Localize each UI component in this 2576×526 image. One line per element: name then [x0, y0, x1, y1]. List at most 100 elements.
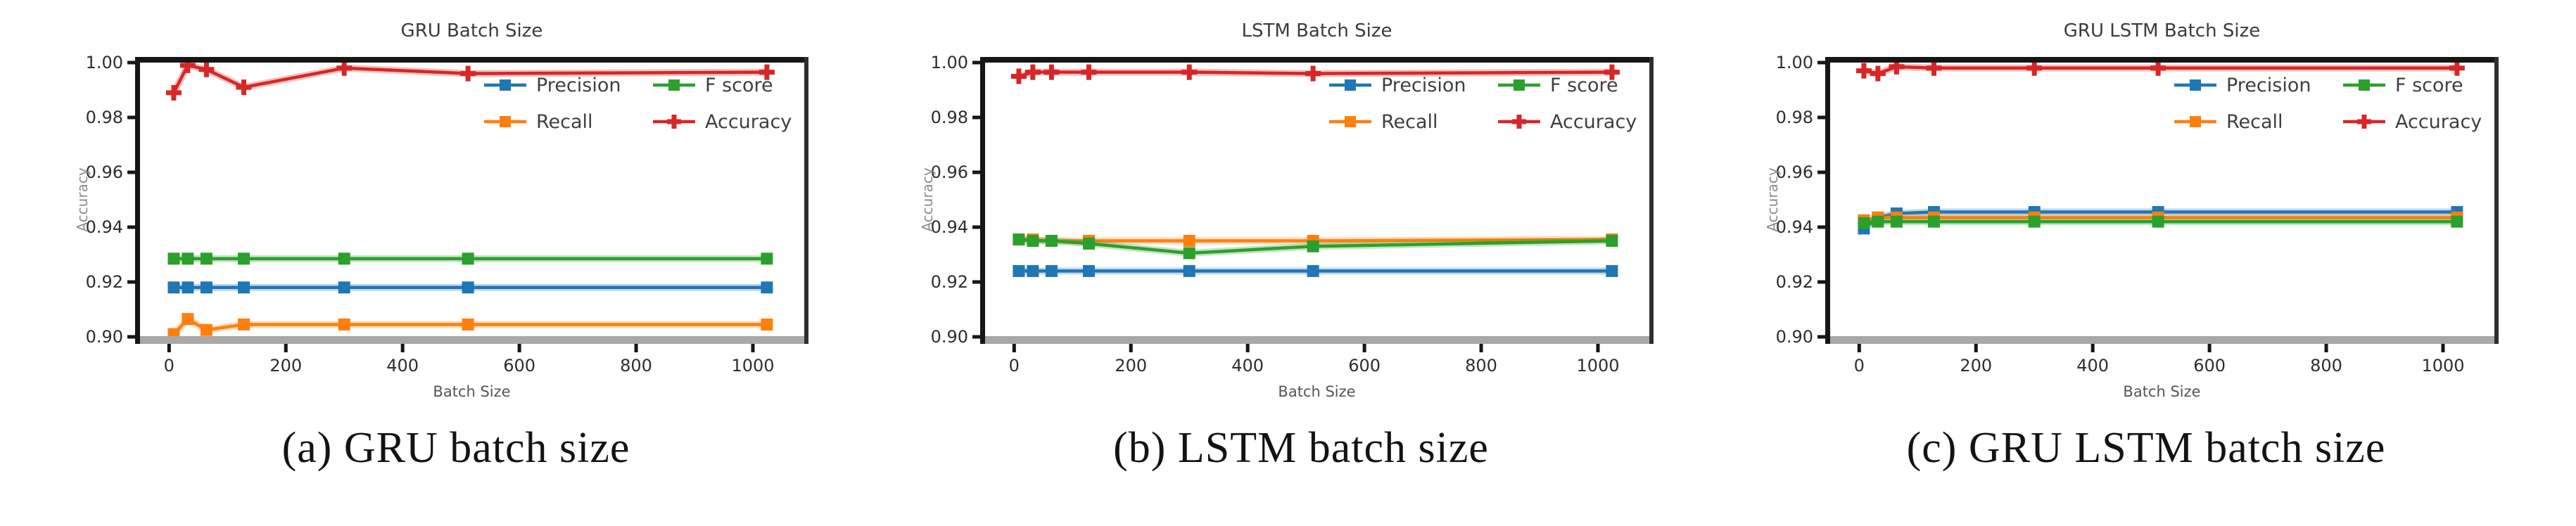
- legend-marker-square: [500, 79, 511, 91]
- marker-square: [462, 281, 474, 294]
- legend-entry-accuracy: Accuracy: [653, 111, 792, 133]
- plot-frame: [1825, 57, 2499, 344]
- legend-label: Recall: [2226, 111, 2283, 133]
- chart-svg-b: LSTM Batch Size0.900.920.940.960.981.000…: [919, 20, 1654, 400]
- marker-square: [761, 318, 773, 331]
- legend-marker-plus: [1516, 115, 1522, 129]
- legend-entry-f-score: F score: [653, 75, 773, 96]
- plot-frame: [135, 57, 808, 344]
- top-spine: [135, 57, 808, 63]
- x-tick-mark: [2090, 344, 2095, 352]
- marker-square: [167, 252, 180, 265]
- x-tick-label: 1000: [731, 356, 774, 376]
- x-tick-label: 400: [1231, 356, 1264, 376]
- legend-marker-square: [2190, 116, 2201, 127]
- legend: Precision Recall F score Accuracy: [1329, 75, 1637, 133]
- marker-plus: [1609, 64, 1615, 80]
- legend-entry-f-score: F score: [2343, 75, 2463, 96]
- x-axis: 0 200 400 600 800 1000: [164, 344, 775, 376]
- y-tick-mark: [972, 170, 981, 174]
- legend-entry-accuracy: Accuracy: [2343, 111, 2482, 133]
- marker-square: [338, 318, 350, 331]
- series-group: [1010, 64, 1620, 277]
- y-axis: 0.90 0.92 0.94 0.96 0.98 1.00: [86, 53, 136, 347]
- y-axis-label: Accuracy: [919, 167, 936, 231]
- panel-a: GRU Batch Size 0.90 0.92 0.94 0.96 0.98 1.00 0 2…: [69, 4, 843, 473]
- marker-plus: [241, 79, 247, 96]
- marker-plus: [203, 61, 209, 77]
- x-tick-mark: [1596, 344, 1600, 352]
- x-tick-mark: [1479, 344, 1483, 352]
- y-tick-mark: [972, 60, 981, 65]
- x-tick-mark: [634, 344, 638, 352]
- y-tick-label: 0.90: [1776, 327, 1813, 347]
- legend-label: F score: [1550, 75, 1618, 96]
- legend-marker-square: [1345, 79, 1356, 91]
- marker-plus: [171, 84, 177, 101]
- marker-square: [2152, 215, 2164, 228]
- bottom-spine: [980, 336, 1654, 344]
- x-tick-label: 0: [164, 356, 175, 376]
- x-tick-mark: [1857, 344, 1861, 352]
- marker-plus: [1893, 58, 1899, 75]
- legend: Precision Recall F score Accuracy: [2174, 75, 2482, 133]
- series-precision: [167, 281, 773, 294]
- marker-square: [761, 252, 773, 265]
- marker-square: [167, 281, 180, 294]
- figure-row: GRU Batch Size 0.90 0.92 0.94 0.96 0.98 1.00 0 2…: [69, 4, 2499, 473]
- legend-marker-square: [2190, 79, 2201, 91]
- marker-plus: [1186, 64, 1192, 80]
- series-accuracy: [165, 57, 775, 101]
- x-tick-mark: [2207, 344, 2212, 352]
- x-tick-mark: [1129, 344, 1133, 352]
- marker-square: [338, 281, 350, 294]
- legend-label: Recall: [1381, 111, 1438, 133]
- y-tick-mark: [972, 335, 981, 339]
- chart-svg-c: GRU LSTM Batch Size 0.90 0.92 0.94 0.96 0.98 1…: [1764, 20, 2499, 400]
- bottom-spine: [135, 336, 808, 344]
- marker-plus: [185, 57, 191, 73]
- marker-square: [1858, 217, 1870, 229]
- plot-title: LSTM Batch Size: [1242, 20, 1392, 41]
- x-axis-label: Batch Size: [1278, 383, 1355, 400]
- x-tick-label: 800: [620, 356, 652, 376]
- legend-label: Precision: [1381, 75, 1466, 96]
- legend-marker-square: [1345, 116, 1356, 127]
- marker-square: [761, 281, 773, 294]
- y-tick-label: 0.98: [86, 108, 123, 127]
- x-axis: 0 200 400 600 800 1000: [1854, 344, 2465, 376]
- plot-title: GRU Batch Size: [401, 20, 543, 41]
- marker-square: [1307, 240, 1319, 252]
- right-spine: [1649, 57, 1654, 344]
- y-tick-label: 1.00: [86, 53, 123, 72]
- left-spine: [1825, 57, 1830, 344]
- x-tick-mark: [1245, 344, 1250, 352]
- left-spine: [135, 57, 140, 344]
- y-tick-mark: [1817, 115, 1826, 120]
- x-tick-mark: [1012, 344, 1016, 352]
- legend-label: Precision: [2226, 75, 2311, 96]
- y-tick-mark: [127, 280, 136, 284]
- marker-square: [1872, 215, 1884, 228]
- y-tick-label: 1.00: [931, 53, 968, 72]
- y-axis: 0.90 0.92 0.94 0.96 0.98 1.00: [1776, 53, 1826, 347]
- y-tick-label: 0.90: [931, 327, 968, 347]
- caption-c: (c) GRU LSTM batch size: [1906, 424, 2386, 472]
- legend-entry-f-score: F score: [1498, 75, 1618, 96]
- y-tick-mark: [972, 115, 981, 120]
- marker-square: [1045, 264, 1058, 277]
- x-tick-mark: [751, 344, 755, 352]
- legend-label: Accuracy: [2395, 111, 2482, 133]
- marker-square: [1606, 235, 1618, 247]
- marker-plus: [1048, 64, 1054, 80]
- legend-marker-plus: [2361, 115, 2367, 129]
- y-tick-mark: [1817, 60, 1826, 65]
- chart-lstm-batch-size: LSTM Batch Size 0.90 0.92 0.94 0.96 0.98 1.00 0…: [914, 4, 1688, 405]
- x-tick-label: 0: [1009, 356, 1020, 376]
- right-spine: [804, 57, 808, 344]
- chart-gru-batch-size: GRU Batch Size 0.90 0.92 0.94 0.96 0.98 1.00 0 2…: [69, 4, 843, 405]
- marker-plus: [1030, 64, 1036, 80]
- marker-square: [1183, 235, 1195, 247]
- panel-b: LSTM Batch Size 0.90 0.92 0.94 0.96 0.98 1.00 0…: [914, 4, 1688, 473]
- x-axis: 0 200 400 600 800 1000: [1009, 344, 1620, 376]
